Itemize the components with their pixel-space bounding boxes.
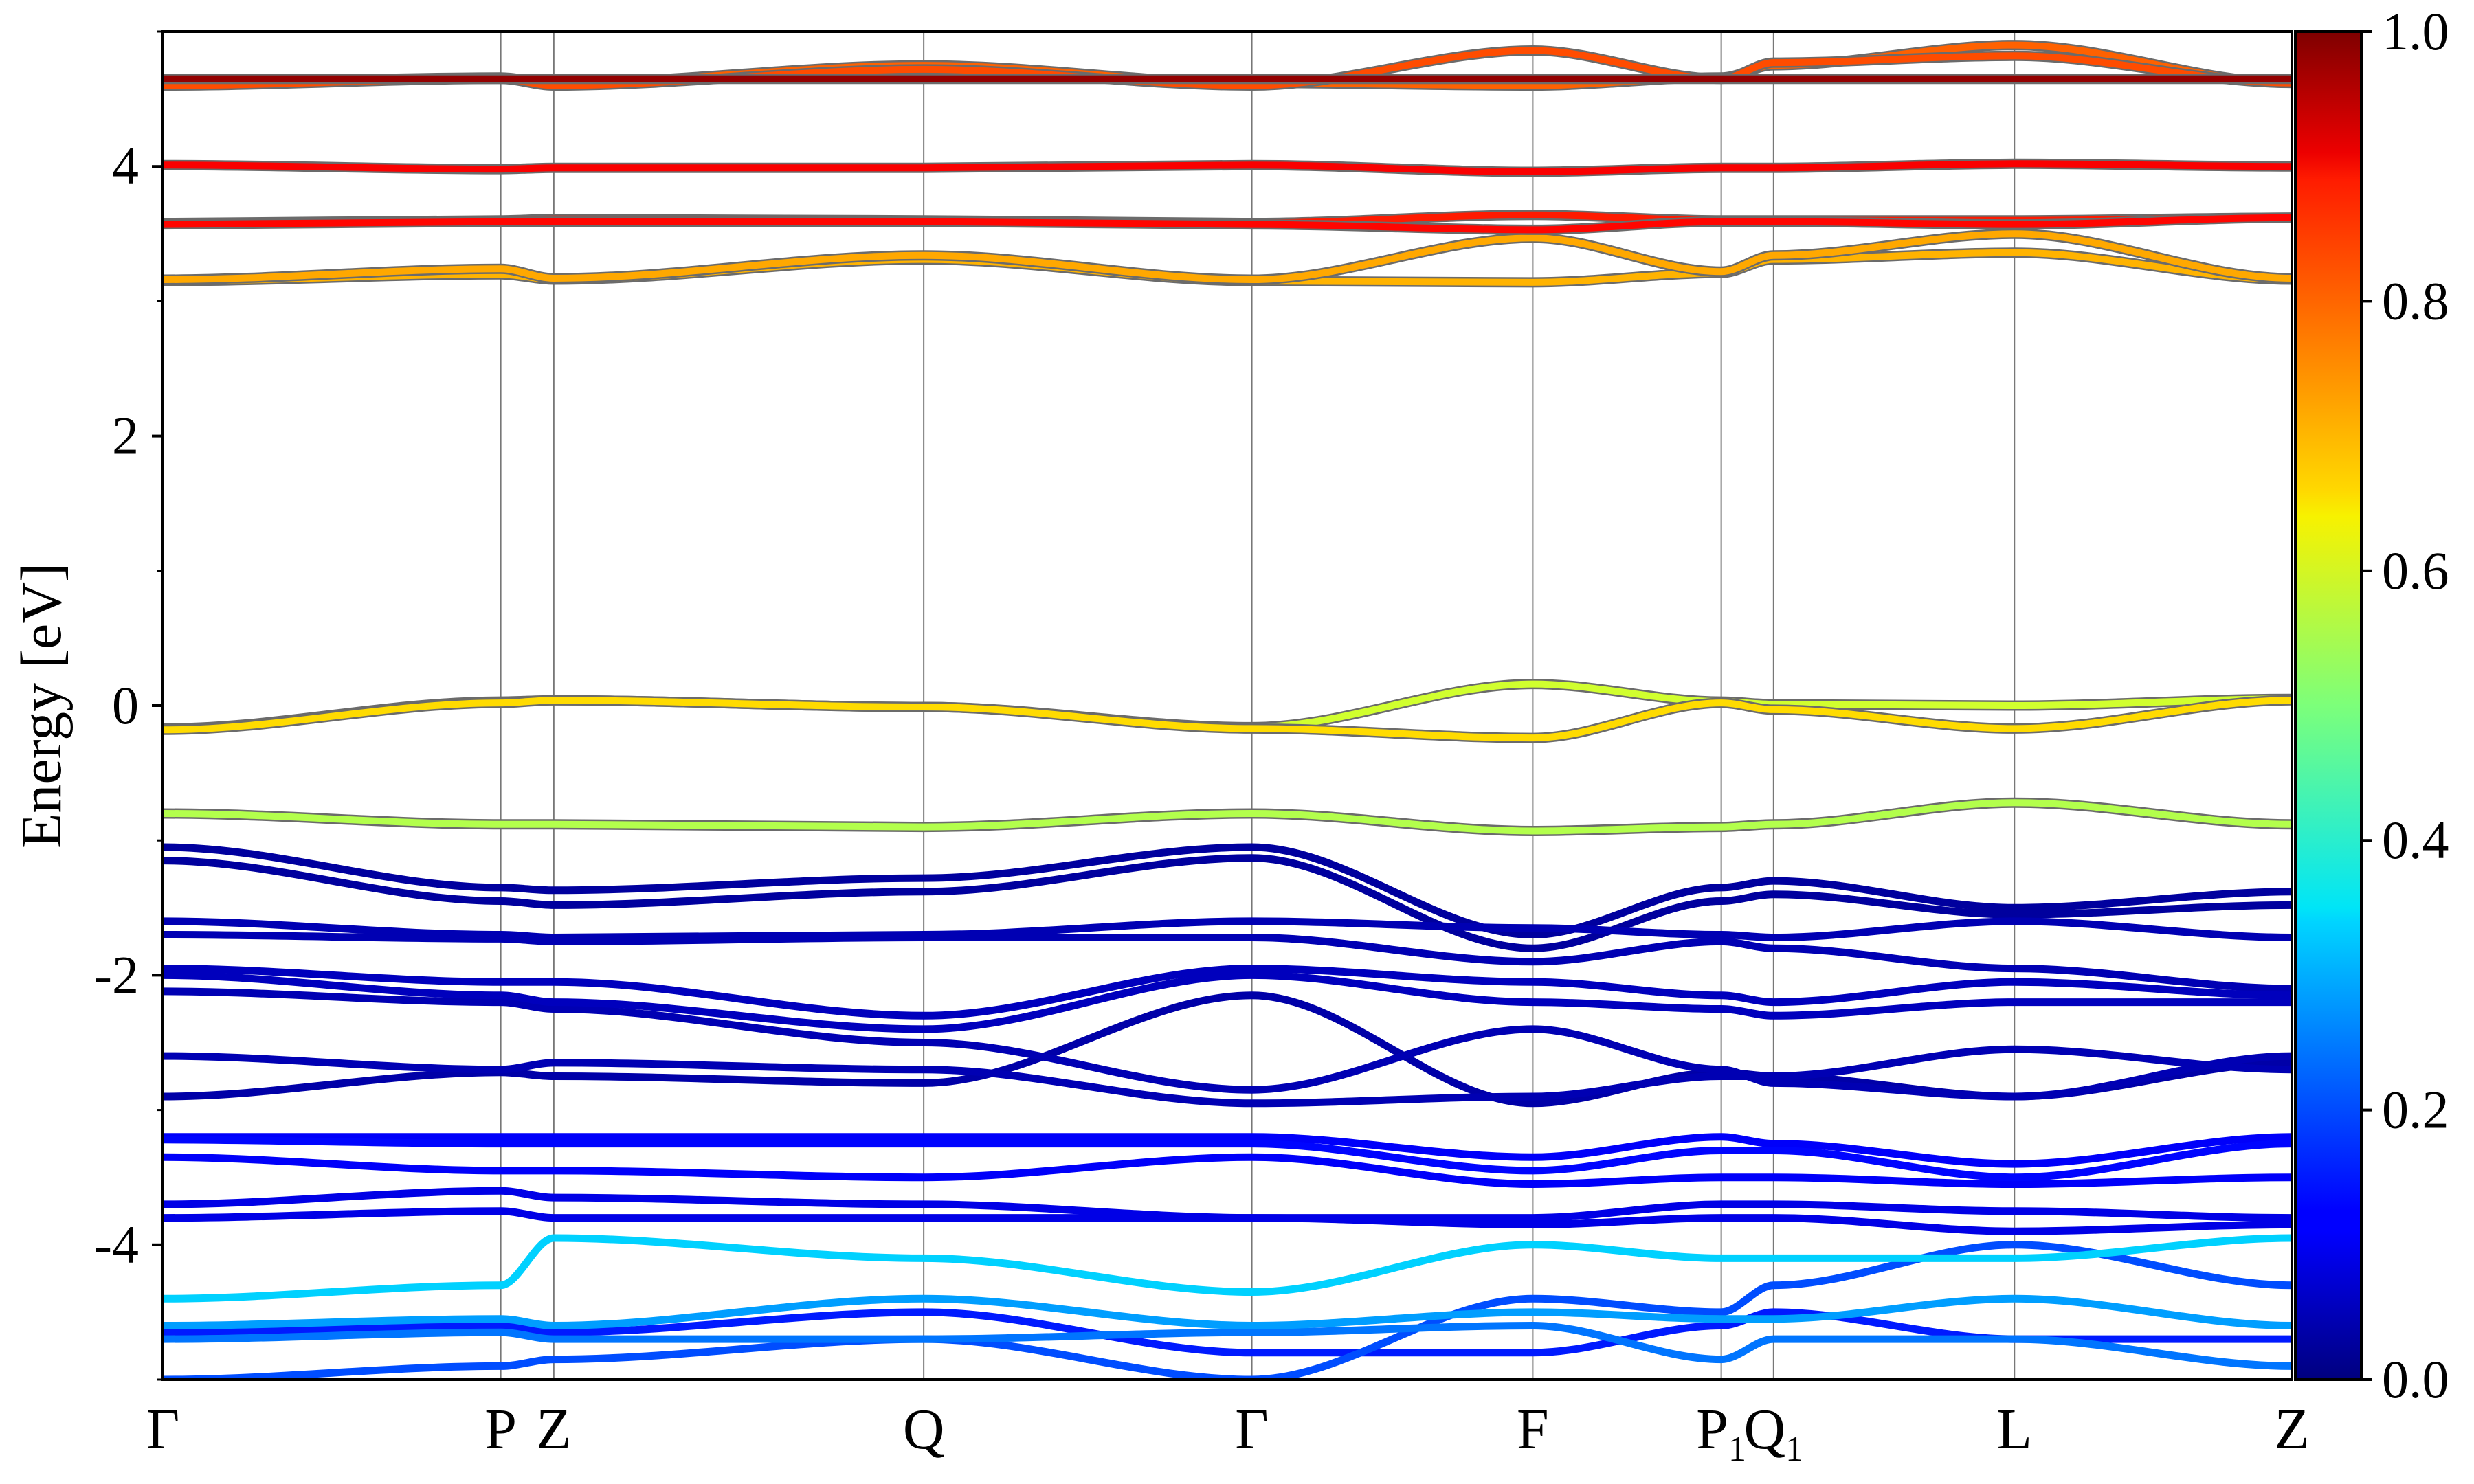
- y-tick-label: -2: [94, 945, 139, 1004]
- kpoint-label: Z: [536, 1397, 571, 1461]
- band-line: [163, 917, 2292, 942]
- band-line: [163, 1294, 2292, 1330]
- kpoint-label: Γ: [1235, 1397, 1269, 1461]
- band-line: [163, 931, 2292, 993]
- band-line: [163, 971, 2292, 1033]
- kpoint-label: L: [1997, 1397, 2032, 1461]
- colorbar-tick-label: 0.8: [2382, 271, 2449, 330]
- band-line: [163, 854, 2292, 952]
- y-axis-label: Energy [eV]: [10, 563, 74, 848]
- band-lines: [163, 40, 2292, 1380]
- band-line: [163, 160, 2292, 176]
- band-line: [163, 987, 2292, 1101]
- colorbar: [2294, 30, 2363, 1381]
- band-line: [163, 1136, 2292, 1182]
- band-line: [163, 1153, 2292, 1189]
- kpoint-label: P: [484, 1397, 517, 1461]
- band-line: [163, 965, 2292, 1020]
- y-tick-label: 4: [112, 136, 139, 196]
- band-line: [163, 1234, 2292, 1303]
- band-line: [163, 1308, 2292, 1357]
- band-line: [163, 697, 2292, 742]
- y-axis-ticks: 4 2 0 -2 -4: [94, 30, 163, 1381]
- band-line: [163, 214, 2292, 234]
- colorbar-tick-label: 1.0: [2382, 1, 2449, 61]
- colorbar-tick-label: 0.2: [2382, 1080, 2449, 1140]
- colorbar-tick-label: 0.4: [2382, 810, 2449, 870]
- kpoint-label: Q1: [1743, 1397, 1803, 1469]
- kpoint-label: P1: [1696, 1397, 1746, 1469]
- band-line: [163, 1321, 2292, 1370]
- colorbar-ticks: 1.0 0.8 0.6 0.4 0.2 0.0: [2361, 1, 2449, 1409]
- kpoint-label: Z: [2274, 1397, 2309, 1461]
- band-line: [163, 1045, 2292, 1108]
- y-tick-label: 0: [112, 675, 139, 735]
- band-line: [163, 799, 2292, 835]
- kpoint-label: F: [1517, 1397, 1549, 1461]
- band-line: [163, 1207, 2292, 1235]
- colorbar-tick-label: 0.0: [2382, 1349, 2449, 1409]
- band-line: [163, 1133, 2292, 1168]
- colorbar-tick-label: 0.6: [2382, 541, 2449, 600]
- y-tick-label: 2: [112, 406, 139, 466]
- band-line: [163, 843, 2292, 939]
- kpoint-label: Γ: [146, 1397, 180, 1461]
- kpoint-label: Q: [903, 1397, 945, 1461]
- y-tick-label: -4: [94, 1215, 139, 1274]
- band-line: [163, 230, 2292, 284]
